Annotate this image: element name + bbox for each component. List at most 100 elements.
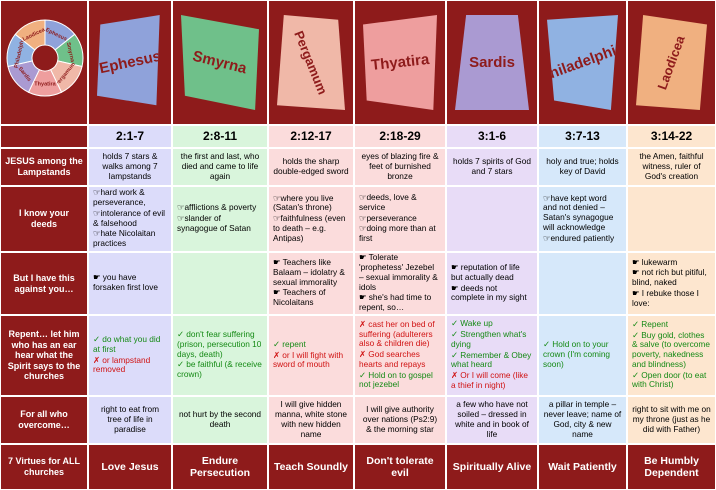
wheel-hub <box>33 45 57 70</box>
city-tile: Ephesus <box>97 15 163 106</box>
list-item: ✗ cast her on bed of suffering (adultere… <box>359 318 435 349</box>
list-item: ✓ Open door (to eat with Christ) <box>632 369 707 390</box>
cell-list: ✓ Hold on to your crown (I'm coming soon… <box>538 315 627 396</box>
row-label: But I have this against you… <box>0 252 88 315</box>
list-item: ✓ be faithful (& receive crown) <box>177 359 262 380</box>
cell-text: the Amen, faithful witness, ruler of God… <box>627 148 716 186</box>
cell-list: ☛ Teachers like Balaam – idolatry & sexu… <box>268 252 354 315</box>
wheel-cell: Ephesus Smyrna Pergamum Thyatira Sardis Phila… <box>0 0 88 125</box>
wheel-sector <box>49 59 83 93</box>
cell-list: ✓ Wake up ✓ Strengthen what's dying ✓ Reme… <box>446 315 538 396</box>
list-item: ✓ Hold on to gospel not jezebel <box>359 369 433 390</box>
cell-list: ☞afflictions & poverty ☞slander of synago… <box>172 186 268 252</box>
wheel-label: Smyrna <box>65 41 76 63</box>
cell-list: ☞deeds, love & service ☞perseverance ☞doin… <box>354 186 446 252</box>
wheel-sector <box>7 59 41 93</box>
list-item: ☞hate Nicolaitan practices <box>93 228 156 249</box>
city-tile: Philadelphia <box>547 15 618 110</box>
list-item: ☞endured patiently <box>543 232 615 243</box>
cell-list <box>446 186 538 252</box>
list-item: ☛ Tolerate 'prophetess' Jezebel – sexual… <box>359 252 438 292</box>
list-item: ✗ or I will fight with sword of mouth <box>273 349 344 370</box>
cell-text: holds the sharp double-edged sword <box>268 148 354 186</box>
city-header: Thyatira <box>354 0 446 125</box>
cell-text: eyes of blazing fire & feet of burnished… <box>354 148 446 186</box>
list-item: ☞have kept word and not denied – Satan's… <box>543 192 614 232</box>
row-label <box>0 125 88 148</box>
city-tile: Thyatira <box>363 15 437 110</box>
city-name: Smyrna <box>191 47 249 78</box>
virtue: Teach Soundly <box>268 444 354 490</box>
cell-list <box>538 252 627 315</box>
list-item: ✓ Buy gold, clothes & salve (to overcome… <box>632 329 710 369</box>
cell-text: holds 7 stars & walks among 7 lampstands <box>88 148 172 186</box>
list-item: ☞slander of synagogue of Satan <box>177 213 251 233</box>
list-item: ☛ deeds not complete in my sight <box>451 282 527 303</box>
list-item: ✗ or lampstand removed <box>93 354 151 375</box>
virtue: Endure Persecution <box>172 444 268 490</box>
list-item: ☛ Teachers of Nicolaitans <box>273 287 326 308</box>
cell-list: ☛ you have forsaken first love <box>88 252 172 315</box>
city-tile: Pergamum <box>277 15 345 110</box>
verse-ref: 2:18-29 <box>354 125 446 148</box>
wheel-label: Thyatira <box>34 81 56 87</box>
list-item: ☛ Teachers like Balaam – idolatry & sexu… <box>273 257 345 287</box>
list-item: ☛ reputation of life but actually dead <box>451 261 520 282</box>
cell-text: holds 7 spirits of God and 7 stars <box>446 148 538 186</box>
list-item: ☞afflictions & poverty <box>177 202 257 213</box>
city-tile: Smyrna <box>181 15 259 110</box>
city-header: Philadelphia <box>538 0 627 125</box>
list-item: ☞where you live (Satan's throne) <box>273 192 334 213</box>
list-item: ✓ repent <box>273 338 306 349</box>
city-name: Pergamum <box>291 28 331 97</box>
cell-text: a few who have not soiled – dressed in w… <box>446 396 538 444</box>
list-item: ✓ Repent <box>632 318 669 329</box>
verse-ref: 3:1-6 <box>446 125 538 148</box>
row-label: I know your deeds <box>0 186 88 252</box>
list-item: ☞perseverance <box>359 212 417 223</box>
list-item: ☞intolerance of evil & falsehood <box>93 207 166 228</box>
wheel-sector <box>6 33 36 67</box>
list-item: ☛ you have forsaken first love <box>93 272 159 292</box>
row-label: For all who overcome… <box>0 396 88 444</box>
list-item: ✓ Remember & Obey what heard <box>451 349 532 370</box>
city-header: Pergamum <box>268 0 354 125</box>
church-wheel: EphesusSmyrnaPergamumThyatiraSardisPhila… <box>6 18 84 96</box>
virtue: Wait Patiently <box>538 444 627 490</box>
verse-ref: 2:12-17 <box>268 125 354 148</box>
city-tile: Laodicea <box>636 15 707 110</box>
list-item: ✓ Hold on to your crown (I'm coming soon… <box>543 339 611 369</box>
verse-ref: 2:1-7 <box>88 125 172 148</box>
cell-list: ✗ cast her on bed of suffering (adultere… <box>354 315 446 396</box>
list-item: ✓ do what you did at first <box>93 333 161 354</box>
cell-text: not hurt by the second death <box>172 396 268 444</box>
verse-ref: 2:8-11 <box>172 125 268 148</box>
cell-list: ☛ reputation of life but actually dead ☛ … <box>446 252 538 315</box>
cell-list: ✓ do what you did at first ✗ or lampstand… <box>88 315 172 396</box>
cell-list: ☞hard work & perseverance, ☞intolerance o… <box>88 186 172 252</box>
cell-text: I will give authority over nations (Ps2:… <box>354 396 446 444</box>
list-item: ☛ she's had time to repent, so… <box>359 292 432 313</box>
cell-text: right to sit with me on my throne (just … <box>627 396 716 444</box>
city-header: Ephesus <box>88 0 172 125</box>
virtue: Be Humbly Dependent <box>627 444 716 490</box>
cell-list: ✓ don't fear suffering (prison, persecut… <box>172 315 268 396</box>
verse-ref: 3:7-13 <box>538 125 627 148</box>
city-name: Philadelphia <box>538 39 627 86</box>
virtue: Don't tolerate evil <box>354 444 446 490</box>
city-header: Sardis <box>446 0 538 125</box>
cell-list <box>627 186 716 252</box>
list-item: ✗ Or I will come (like a thief in night) <box>451 370 529 390</box>
list-item: ☛ I rebuke those I love: <box>632 287 699 308</box>
city-name: Ephesus <box>97 47 163 77</box>
wheel-sector <box>14 18 46 51</box>
city-tile: Sardis <box>455 15 529 110</box>
city-name: Laodicea <box>654 33 689 92</box>
virtue: Spiritually Alive <box>446 444 538 490</box>
city-name: Thyatira <box>370 50 430 74</box>
city-header: Smyrna <box>172 0 268 125</box>
list-item: ☛ lukewarm <box>632 256 678 267</box>
cell-list: ☞where you live (Satan's throne) ☞faithfu… <box>268 186 354 252</box>
list-item: ✓ Wake up <box>451 318 493 329</box>
